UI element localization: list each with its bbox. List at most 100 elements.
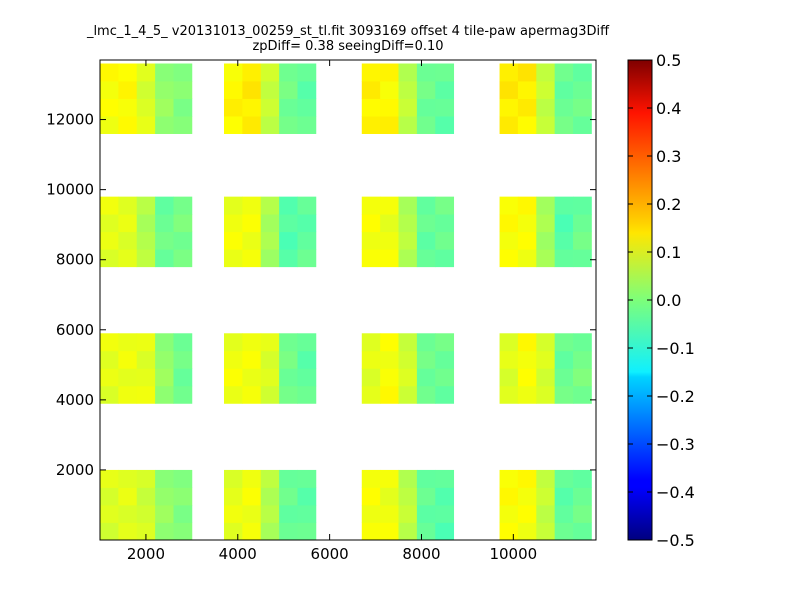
heatmap-cell <box>398 487 418 506</box>
heatmap-cell <box>435 487 455 506</box>
colorbar-tick-label: 0.0 <box>656 291 681 310</box>
chart-subtitle: zpDiff= 0.38 seeingDiff=0.10 <box>252 39 444 54</box>
heatmap-cell <box>361 98 381 117</box>
heatmap-cell <box>361 116 381 134</box>
heatmap-cell <box>398 368 418 387</box>
x-tick-label: 2000 <box>127 545 165 563</box>
heatmap-cell <box>100 231 119 250</box>
heatmap-cell <box>536 214 556 233</box>
heatmap-cell <box>155 385 174 404</box>
heatmap-cell <box>118 487 138 506</box>
colorbar-tick-label: 0.1 <box>656 243 681 262</box>
heatmap-cell <box>435 469 455 488</box>
heatmap-cell <box>297 116 317 134</box>
heatmap-cell <box>297 63 317 82</box>
heatmap-cell <box>155 333 174 352</box>
heatmap-cell <box>100 487 119 506</box>
heatmap-cell <box>361 504 381 523</box>
heatmap-cell <box>279 333 298 352</box>
heatmap-cell <box>136 249 156 268</box>
heatmap-cell <box>155 81 174 99</box>
heatmap-cell <box>361 249 381 268</box>
heatmap-cell <box>380 469 399 488</box>
heatmap-cell <box>260 504 280 523</box>
heatmap-cell <box>499 469 519 488</box>
heatmap-cell <box>118 350 138 369</box>
heatmap-cell <box>279 469 298 488</box>
heatmap-cell <box>536 504 556 523</box>
heatmap-cell <box>573 469 592 488</box>
heatmap-cell <box>118 116 138 134</box>
heatmap-cell <box>435 350 455 369</box>
heatmap-cell <box>118 196 138 215</box>
heatmap-cell <box>100 196 119 215</box>
heatmap-cell <box>242 504 262 523</box>
heatmap-cell <box>173 333 193 352</box>
heatmap-cell <box>297 487 317 506</box>
colorbar-tick-label: −0.2 <box>656 387 695 406</box>
heatmap-cell <box>517 249 537 268</box>
heatmap-cell <box>398 385 418 404</box>
heatmap-cell <box>380 116 399 134</box>
heatmap-cell <box>573 231 592 250</box>
heatmap-cell <box>499 350 519 369</box>
heatmap-cell <box>517 231 537 250</box>
heatmap-cell <box>517 368 537 387</box>
heatmap-cell <box>554 385 574 404</box>
heatmap-cell <box>398 504 418 523</box>
heatmap-cell <box>554 116 574 134</box>
heatmap-cell <box>224 196 243 215</box>
heatmap-cell <box>297 368 317 387</box>
heatmap-cell <box>361 487 381 506</box>
heatmap-cell <box>100 350 119 369</box>
heatmap-cell <box>118 98 138 117</box>
heatmap-cell <box>224 350 243 369</box>
heatmap-cell <box>398 63 418 82</box>
heatmap-cell <box>554 469 574 488</box>
heatmap-cell <box>554 350 574 369</box>
heatmap-cell <box>297 469 317 488</box>
heatmap-cell <box>136 81 156 99</box>
heatmap-cell <box>136 522 156 541</box>
heatmap-cell <box>361 81 381 99</box>
heatmap-cell <box>499 385 519 404</box>
heatmap-cell <box>380 385 399 404</box>
heatmap-cell <box>416 487 436 506</box>
heatmap-cell <box>100 249 119 268</box>
heatmap-cell <box>136 196 156 215</box>
heatmap-cell <box>435 333 455 352</box>
heatmap-cell <box>361 469 381 488</box>
heatmap-cell <box>554 504 574 523</box>
heatmap-cell <box>118 504 138 523</box>
heatmap-cell <box>435 196 455 215</box>
heatmap-cell <box>361 231 381 250</box>
heatmap-cell <box>517 333 537 352</box>
heatmap-cell <box>435 249 455 268</box>
heatmap-cell <box>499 333 519 352</box>
heatmap-cell <box>260 214 280 233</box>
heatmap-cell <box>260 231 280 250</box>
heatmap-cell <box>361 368 381 387</box>
heatmap-cell <box>260 522 280 541</box>
heatmap-cell <box>118 81 138 99</box>
heatmap-cell <box>136 504 156 523</box>
heatmap-cell <box>242 81 262 99</box>
heatmap-cell <box>242 98 262 117</box>
heatmap-cell <box>279 385 298 404</box>
heatmap-cell <box>155 522 174 541</box>
heatmap-cell <box>398 98 418 117</box>
heatmap-cell <box>517 522 537 541</box>
x-tick-label: 4000 <box>219 545 257 563</box>
heatmap-cell <box>297 385 317 404</box>
heatmap-cell <box>499 98 519 117</box>
heatmap-cell <box>118 214 138 233</box>
heatmap-cell <box>297 333 317 352</box>
heatmap-cell <box>224 333 243 352</box>
heatmap-cell <box>260 81 280 99</box>
heatmap-cell <box>224 214 243 233</box>
heatmap-cell <box>173 522 193 541</box>
heatmap-cell <box>155 63 174 82</box>
heatmap-cell <box>173 116 193 134</box>
heatmap-cell <box>297 249 317 268</box>
heatmap-cell <box>573 214 592 233</box>
